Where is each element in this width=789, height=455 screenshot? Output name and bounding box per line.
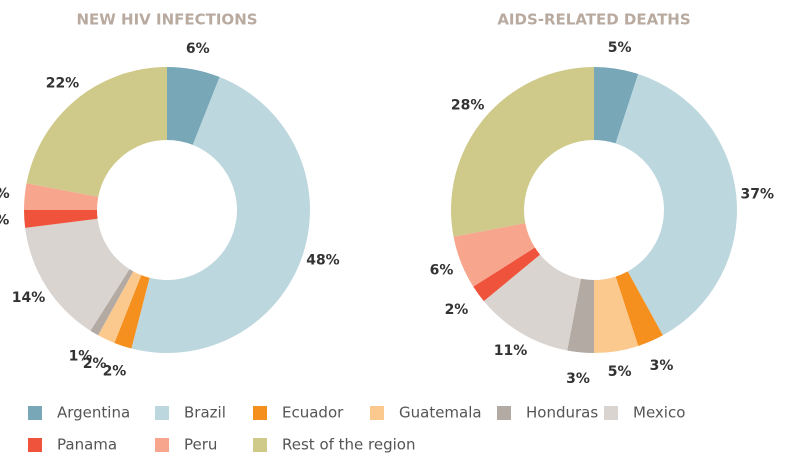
donut-segment <box>131 77 310 353</box>
donut-segment <box>90 269 134 336</box>
value-label: 5% <box>608 364 632 380</box>
legend-label: Argentina <box>57 404 130 422</box>
value-label: 2% <box>445 302 469 318</box>
donut-segment <box>483 254 581 351</box>
value-label: 3% <box>650 358 674 374</box>
donut-segment <box>25 218 130 331</box>
donut-segment <box>473 247 541 302</box>
value-label: 5% <box>608 40 632 56</box>
legend-label: Rest of the region <box>282 436 416 454</box>
donut-segment <box>594 276 639 353</box>
donut-segment <box>451 67 594 237</box>
value-label: 3% <box>0 186 10 202</box>
legend-swatch <box>497 406 511 420</box>
legend-label: Ecuador <box>282 404 344 422</box>
donut-segment <box>167 67 220 145</box>
donut-segment <box>24 210 98 228</box>
legend-swatch <box>604 406 618 420</box>
value-label: 6% <box>430 262 454 278</box>
chart-title: NEW HIV INFECTIONS <box>76 11 257 29</box>
legend-swatch <box>253 406 267 420</box>
legend-label: Peru <box>184 436 217 454</box>
value-label: 14% <box>12 290 46 306</box>
legend-swatch <box>155 438 169 452</box>
donut-segment <box>453 223 535 287</box>
chart-title: AIDS-RELATED DEATHS <box>497 11 690 29</box>
value-label: 1% <box>69 348 93 364</box>
legend-label: Guatemala <box>399 404 482 422</box>
legend-label: Panama <box>57 436 117 454</box>
value-label: 37% <box>741 187 775 203</box>
value-label: 22% <box>46 76 80 92</box>
donut-segment <box>26 67 167 197</box>
legend-label: Mexico <box>633 404 685 422</box>
donut-segment <box>24 183 99 210</box>
donut-segment <box>114 275 150 349</box>
value-label: 11% <box>494 343 528 359</box>
donut-segment <box>594 67 639 144</box>
legend-swatch <box>28 438 42 452</box>
donut-segment <box>615 271 663 347</box>
legend-label: Brazil <box>184 404 226 422</box>
donut-segment <box>567 278 594 353</box>
value-label: 48% <box>306 253 340 269</box>
legend-label: Honduras <box>526 404 598 422</box>
legend-swatch <box>370 406 384 420</box>
legend-swatch <box>155 406 169 420</box>
donut-segment <box>98 271 142 343</box>
donut-segment <box>615 73 738 336</box>
value-label: 2% <box>0 213 9 229</box>
legend-swatch <box>253 438 267 452</box>
value-label: 28% <box>451 97 485 113</box>
legend-swatch <box>28 406 42 420</box>
value-label: 6% <box>186 41 210 57</box>
value-label: 2% <box>103 364 127 380</box>
value-label: 3% <box>566 371 590 387</box>
value-label: 2% <box>83 356 107 372</box>
